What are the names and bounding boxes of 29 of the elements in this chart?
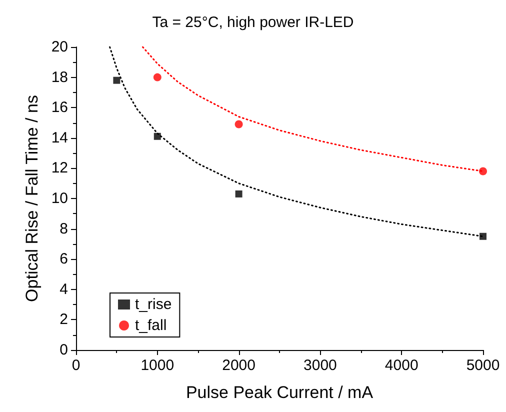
x-tick-label: 0 — [72, 357, 80, 374]
y-tick-label: 14 — [51, 129, 68, 146]
point — [234, 120, 243, 128]
point — [154, 132, 161, 140]
point — [480, 232, 486, 240]
y-tick-label: 4 — [60, 280, 68, 298]
y-tick-label: 6 — [60, 250, 68, 268]
x-tick-label: 3000 — [304, 357, 337, 374]
y-tick-label: 12 — [51, 160, 68, 177]
legend-label: t_fall — [135, 317, 167, 334]
y-tick-label: 18 — [51, 68, 68, 86]
x-tick-label: 1000 — [140, 357, 174, 374]
point — [235, 190, 242, 198]
point — [153, 73, 162, 82]
legend-label: t_rise — [135, 296, 172, 313]
y-tick-label: 2 — [60, 311, 68, 328]
y-tick-label: 16 — [51, 99, 68, 116]
chart-title: Ta = 25°C, high power IR-LED — [152, 14, 354, 31]
point — [113, 76, 120, 84]
x-axis-title: Pulse Peak Current / mA — [186, 383, 374, 402]
y-tick-label: 0 — [60, 342, 68, 358]
y-tick-label: 20 — [51, 38, 68, 56]
y-tick-label: 10 — [51, 190, 68, 207]
y-tick-label: 8 — [60, 220, 68, 238]
point — [479, 167, 487, 176]
x-tick-label: 5000 — [466, 357, 500, 374]
x-tick-label: 2000 — [222, 357, 256, 374]
y-axis-title: Optical Rise / Fall Time / ns — [22, 95, 42, 302]
x-tick-label: 4000 — [384, 357, 418, 374]
